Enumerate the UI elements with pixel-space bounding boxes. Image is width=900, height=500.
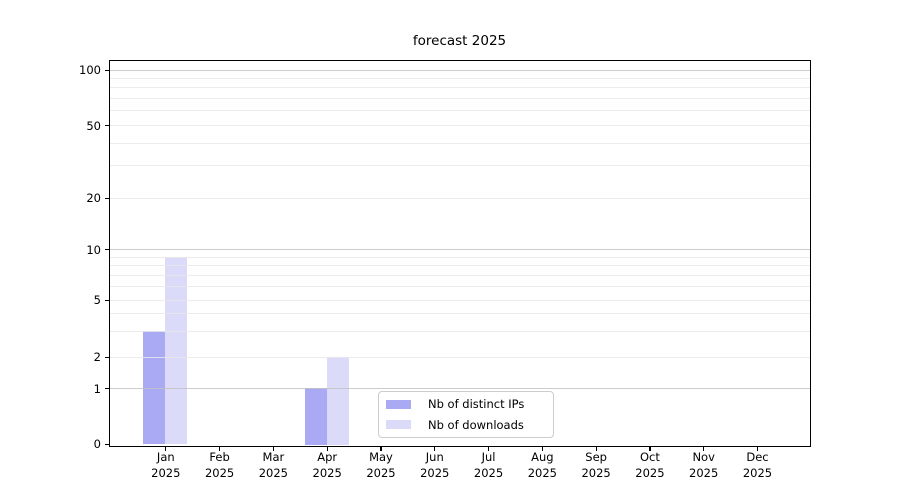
x-tick: [595, 446, 597, 451]
y-tick-label: 5: [93, 293, 101, 307]
x-tick: [434, 446, 436, 451]
y-gridline-major: [109, 388, 810, 389]
legend: Nb of distinct IPs Nb of downloads: [378, 391, 554, 438]
x-tick-label: Aug 2025: [527, 450, 557, 480]
x-tick: [272, 446, 275, 451]
y-gridline-minor: [109, 87, 810, 89]
x-tick-label: Nov 2025: [689, 450, 719, 480]
x-tick-label: Jan 2025: [151, 450, 181, 480]
y-gridline-major: [109, 249, 810, 250]
bar-distinct-ips: [304, 388, 327, 445]
y-tick-label: 50: [86, 118, 101, 133]
y-gridline-minor: [109, 274, 810, 276]
x-tick: [326, 446, 328, 451]
plot-area: [108, 59, 811, 447]
x-tick: [380, 446, 382, 451]
y-tick: [104, 125, 109, 127]
y-gridline-minor: [109, 286, 810, 288]
bar-distinct-ips: [143, 331, 166, 445]
y-tick-label: 10: [86, 242, 101, 257]
y-tick-label: 20: [86, 191, 101, 205]
y-gridline-minor: [109, 77, 810, 79]
y-gridline-minor: [109, 265, 810, 267]
x-tick-label: Sep 2025: [581, 450, 611, 480]
y-tick: [104, 299, 109, 301]
y-gridline-minor: [109, 142, 810, 144]
y-tick-label: 2: [93, 350, 101, 364]
y-gridline: [109, 356, 810, 358]
y-gridline-minor: [109, 313, 810, 315]
bar-downloads: [165, 256, 188, 445]
x-tick-label: Apr 2025: [312, 450, 342, 480]
y-gridline: [109, 197, 810, 199]
x-tick: [165, 446, 167, 451]
legend-label-downloads: Nb of downloads: [428, 417, 524, 432]
y-tick: [104, 356, 109, 358]
x-tick: [488, 446, 490, 451]
x-tick-label: Jul 2025: [473, 450, 504, 480]
y-tick-label: 100: [79, 63, 101, 77]
x-tick: [649, 446, 651, 451]
x-tick: [541, 446, 544, 451]
x-tick-label: Dec 2025: [742, 450, 773, 480]
x-tick-label: Oct 2025: [635, 450, 665, 480]
y-gridline: [109, 299, 810, 301]
x-tick: [703, 446, 705, 451]
x-tick-label: Mar 2025: [258, 450, 289, 480]
y-tick-label: 0: [93, 437, 101, 451]
x-tick-label: Jun 2025: [420, 450, 450, 480]
chart-title: forecast 2025: [412, 33, 507, 49]
y-gridline: [109, 125, 810, 126]
y-gridline-minor: [109, 98, 810, 100]
y-tick: [104, 197, 109, 199]
y-gridline-minor: [109, 331, 810, 333]
y-gridline-minor: [109, 256, 810, 258]
x-tick-label: May 2025: [366, 450, 396, 480]
x-tick-label: Feb 2025: [204, 450, 235, 480]
y-gridline-major: [109, 69, 810, 71]
y-tick: [104, 388, 109, 390]
y-gridline-minor: [109, 165, 810, 167]
y-tick-label: 1: [93, 381, 101, 396]
y-gridline-minor: [109, 110, 810, 112]
legend-entry-distinct-ips: Nb of distinct IPs: [386, 394, 545, 415]
legend-swatch-distinct-ips: [386, 399, 411, 409]
bar-downloads: [326, 356, 349, 445]
x-tick: [756, 446, 759, 451]
legend-entry-downloads: Nb of downloads: [386, 415, 545, 436]
y-tick: [104, 443, 109, 445]
legend-label-distinct-ips: Nb of distinct IPs: [428, 397, 525, 412]
x-tick: [219, 446, 221, 451]
legend-swatch-downloads: [386, 420, 411, 430]
y-tick: [104, 249, 109, 251]
y-tick: [104, 69, 109, 71]
